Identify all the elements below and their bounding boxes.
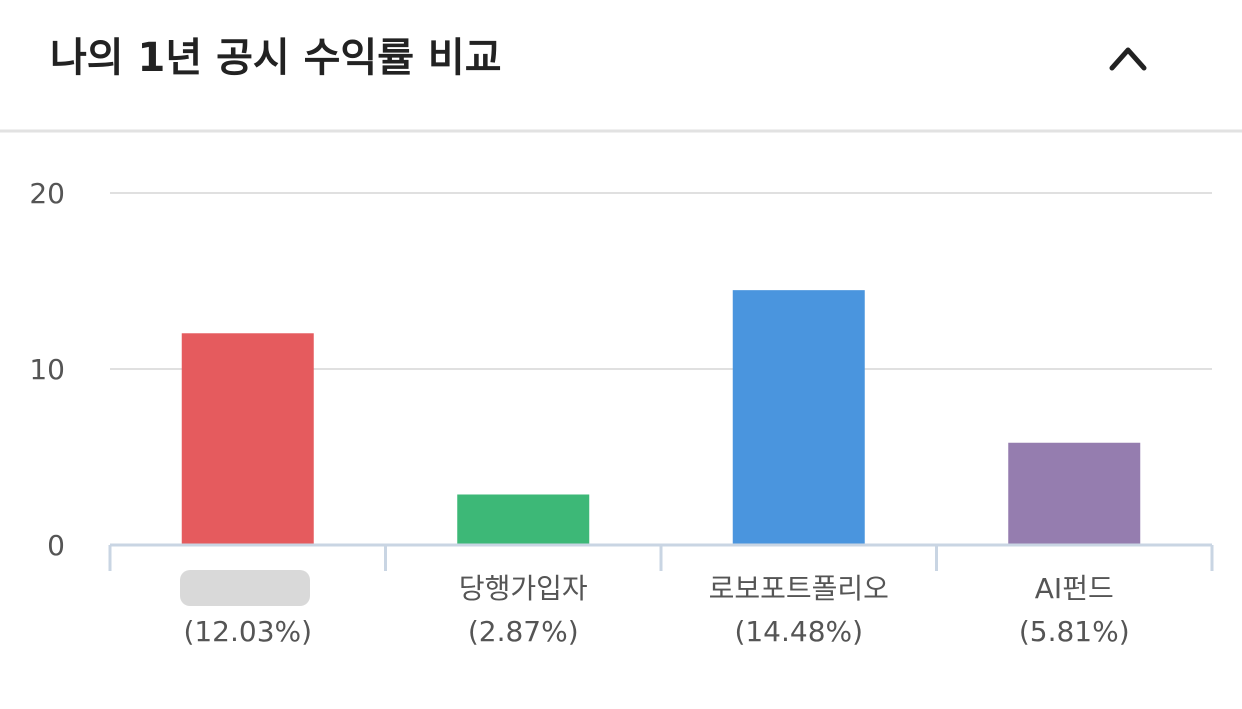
plot: 0 10 20 (12.03%) 당행가입자 (2.87%) 로보포트폴리오 (14.48%)… [29, 177, 1214, 648]
bar [181, 333, 314, 545]
blurred-label [180, 570, 310, 606]
value-label: (14.48%) [734, 615, 863, 648]
chart-title: 나의 1년 공시 수익률 비교 [50, 35, 502, 81]
y-tick-label: 0 [47, 529, 65, 562]
value-label: (2.87%) [468, 615, 579, 648]
bar [457, 494, 590, 545]
chevron-up-icon[interactable] [1109, 47, 1147, 71]
value-label: (12.03%) [183, 615, 312, 648]
bar [732, 290, 865, 545]
bar [1008, 442, 1141, 545]
x-tick-label: 로보포트폴리오 [709, 572, 889, 605]
collapse-button[interactable] [1109, 47, 1147, 71]
value-label: (5.81%) [1019, 615, 1130, 648]
x-tick-label: 당행가입자 [459, 572, 588, 605]
y-tick-label: 20 [29, 177, 65, 210]
y-tick-label: 10 [29, 353, 65, 386]
x-tick-label: AI펀드 [1035, 572, 1114, 605]
